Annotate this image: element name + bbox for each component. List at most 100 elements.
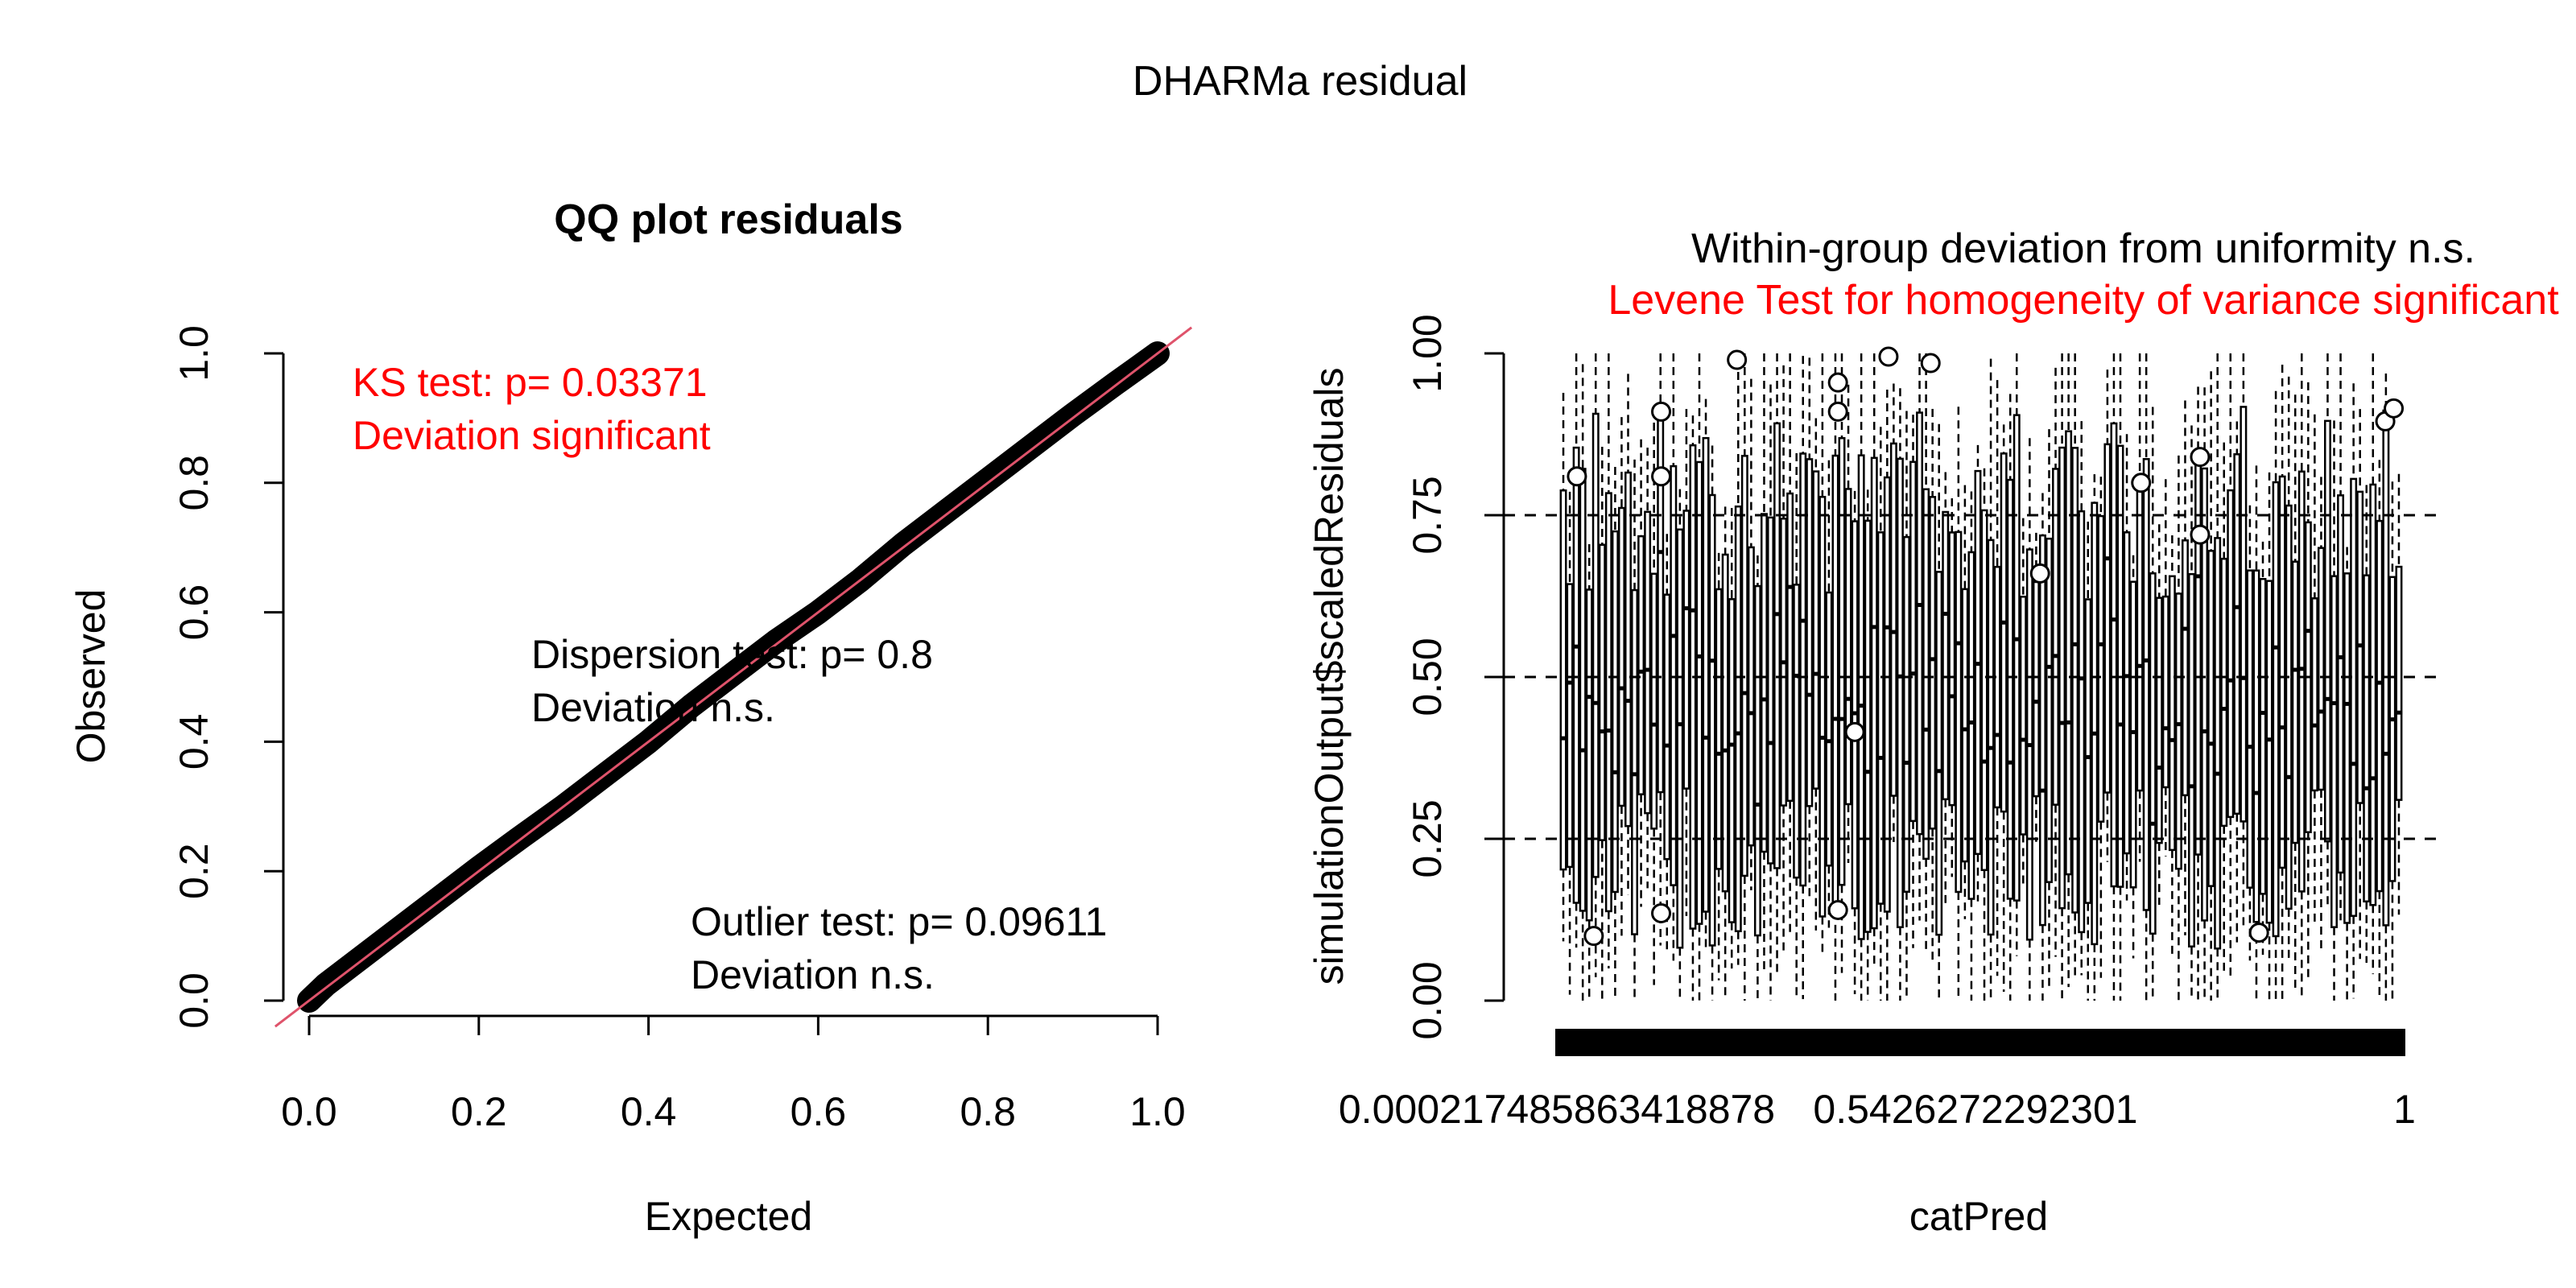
boxplot-box — [1728, 598, 1736, 923]
boxplot-box — [2376, 519, 2384, 893]
boxplot-box — [2350, 477, 2358, 917]
ks-test-text: KS test: p= 0.03371 — [353, 360, 708, 405]
boxplot-box — [1695, 460, 1703, 925]
boxplot-box — [1961, 588, 1969, 863]
boxplot-box — [1579, 468, 1587, 912]
boxplot-box — [2013, 414, 2021, 902]
boxplot-box — [2174, 592, 2182, 870]
boxplot-panel: Within-group deviation from uniformity n… — [1307, 225, 2559, 1239]
boxplot-box — [2188, 572, 2195, 947]
qq-x-tick-label: 0.4 — [621, 1089, 677, 1134]
boxplot-outlier-point — [1827, 372, 1848, 393]
boxplot-box — [1566, 583, 1574, 869]
boxplot-box — [2272, 481, 2280, 938]
boxplot-box — [2142, 458, 2150, 911]
boxplot-box — [1955, 530, 1963, 894]
boxplot-box — [1812, 470, 1820, 790]
boxplot-box — [1773, 422, 1781, 869]
boxplot-outlier-point — [1651, 466, 1672, 487]
boxplot-box — [2382, 409, 2390, 927]
boxplot-box — [2181, 539, 2189, 797]
boxplot-box — [2123, 531, 2131, 855]
boxplot-box — [1689, 444, 1697, 930]
figure-title: DHARMa residual — [1133, 58, 1468, 105]
boxplot-outlier-point — [1727, 349, 1748, 370]
boxplot-box — [2330, 575, 2338, 928]
boxplot-box — [2201, 467, 2209, 922]
boxplot-box — [2265, 580, 2273, 924]
boxplot-box — [1818, 495, 1827, 918]
boxplot-box — [1631, 588, 1638, 935]
boxplot-box — [2149, 572, 2157, 935]
boxplot-box — [2207, 550, 2215, 887]
qq-y-tick-label: 1.0 — [171, 325, 217, 382]
boxplot-box — [2194, 448, 2202, 856]
boxplot-box — [1734, 505, 1742, 933]
boxplot-box — [2285, 504, 2293, 910]
boxplot-box — [2304, 521, 2312, 834]
boxplot-box — [2161, 595, 2169, 789]
boxplot-outlier-point — [1583, 926, 1604, 947]
boxplot-box — [1624, 471, 1632, 828]
boxplot-box — [1591, 412, 1600, 878]
boxplot-outliers — [1567, 346, 2405, 947]
outlier-test-text: Outlier test: p= 0.09611 — [691, 899, 1107, 944]
qq-y-tick-label: 0.0 — [171, 972, 217, 1029]
boxplot-box — [2129, 580, 2137, 889]
boxplot-box — [2065, 430, 2073, 876]
boxplot-box — [2136, 477, 2144, 792]
boxplot-box — [1922, 488, 1930, 861]
boxplot-box — [1980, 509, 1988, 872]
boxplot-box — [2084, 598, 2092, 904]
boxplot-box — [2246, 569, 2254, 889]
boxplot-box — [2155, 597, 2163, 844]
boxplot-x-tick-first: 0.000217485863418878 — [1339, 1087, 1775, 1132]
boxplot-box — [2369, 483, 2377, 906]
boxplot-box — [1793, 584, 1801, 879]
dispersion-deviation-text: Deviation n.s. — [531, 685, 775, 730]
boxplot-y-tick-label: 0.00 — [1405, 961, 1450, 1039]
boxplot-box — [2259, 577, 2267, 895]
boxplot-box — [1883, 476, 1891, 913]
boxplot-box — [2278, 475, 2286, 869]
boxplot-box — [1876, 531, 1885, 905]
boxplot-box — [2310, 597, 2318, 792]
boxplot-box — [2078, 510, 2086, 934]
boxplot-box — [1909, 460, 1917, 823]
boxplot-box — [1838, 437, 1846, 886]
boxplot-outlier-point — [1651, 902, 1672, 923]
boxplot-box — [2220, 557, 2228, 828]
boxplot-outlier-point — [1844, 721, 1865, 742]
boxplot-box — [2363, 574, 2371, 903]
boxplot-y-tick-label: 0.75 — [1405, 476, 1450, 554]
boxplot-box — [1753, 584, 1761, 937]
boxplot-box — [1676, 528, 1684, 949]
qq-plot-title: QQ plot residuals — [554, 196, 902, 243]
boxplot-box — [1806, 458, 1814, 807]
boxplot-outlier-point — [1651, 401, 1672, 422]
qq-x-tick-label: 0.2 — [451, 1089, 507, 1134]
boxplot-outlier-point — [2190, 524, 2211, 545]
qq-x-tick-label: 0.8 — [960, 1089, 1016, 1134]
boxplot-box — [2052, 468, 2059, 806]
outlier-deviation-text: Deviation n.s. — [691, 952, 935, 997]
dispersion-test-text: Dispersion test: p= 0.8 — [531, 632, 933, 677]
boxplot-box — [1786, 492, 1794, 803]
boxplot-outlier-point — [2029, 563, 2050, 584]
boxplot-outlier-point — [1827, 899, 1848, 920]
boxplot-outlier-point — [2248, 923, 2269, 943]
boxplot-x-axis-tick-band — [1555, 1029, 2405, 1056]
boxplot-box — [1617, 506, 1625, 807]
boxplot-box — [1721, 553, 1729, 893]
boxplot-x-axis-label: catPred — [1909, 1194, 2048, 1239]
boxplot-box — [1948, 531, 1956, 807]
boxplot-title: Within-group deviation from uniformity n… — [1691, 225, 2475, 272]
boxplot-box — [1935, 571, 1943, 936]
boxplot-box — [1747, 546, 1755, 847]
boxplot-box — [2291, 560, 2299, 844]
qq-y-tick-label: 0.4 — [171, 714, 217, 770]
qq-plot-panel: QQ plot residuals 0.0 0.2 0.4 0.6 0.8 1.00.00… — [68, 196, 1193, 1239]
boxplot-box — [2297, 470, 2306, 893]
boxplot-box — [2110, 422, 2118, 888]
boxplot-box — [1598, 543, 1606, 841]
